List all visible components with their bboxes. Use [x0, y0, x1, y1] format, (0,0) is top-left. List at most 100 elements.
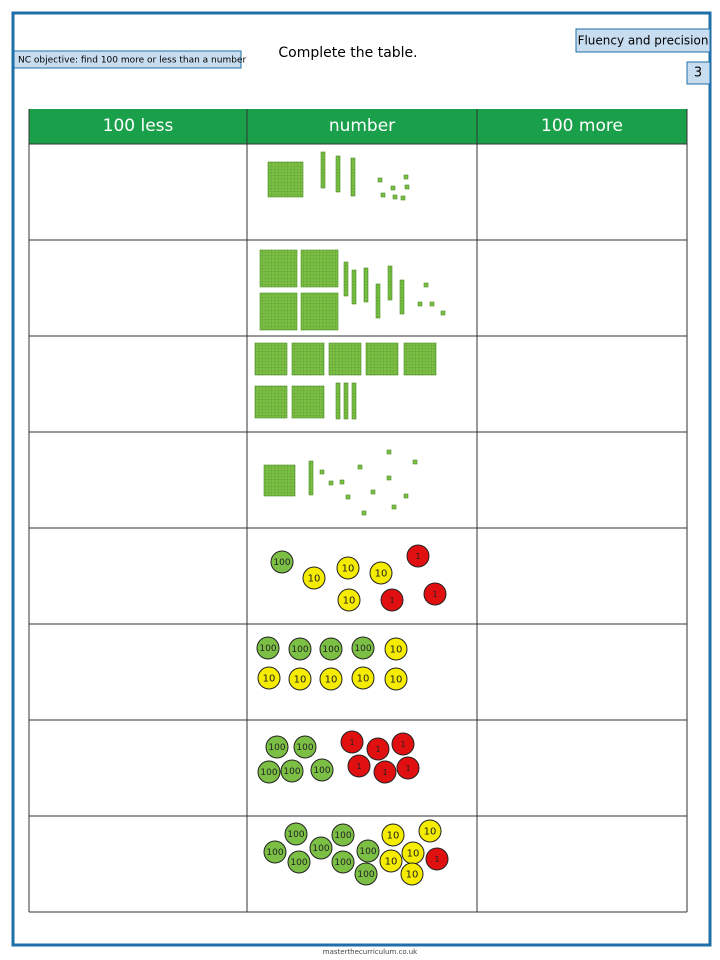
counter-label: 100	[357, 870, 374, 880]
counter-label: 100	[290, 858, 307, 868]
table-header	[29, 109, 687, 144]
counter: 10	[351, 666, 375, 690]
counter-label: 1	[349, 738, 354, 747]
ten-rod	[375, 283, 381, 319]
counter-label: 100	[266, 848, 283, 858]
counter: 10	[319, 667, 343, 691]
counter-disc	[373, 760, 397, 784]
counter: 10	[379, 849, 403, 873]
counter-label: 100	[283, 767, 300, 777]
counter: 10	[337, 588, 361, 612]
counter-disc	[265, 735, 289, 759]
counter-label: 100	[334, 831, 351, 841]
counter-label: 100	[268, 743, 285, 753]
counter-label: 100	[273, 558, 290, 568]
counter-label: 10	[325, 675, 338, 686]
one-cube	[386, 449, 392, 455]
counter-disc	[423, 582, 447, 606]
ten-rod	[363, 267, 369, 303]
hundred-block	[300, 249, 339, 288]
counter: 10	[400, 862, 424, 886]
hundred-block	[291, 385, 325, 419]
one-cube	[429, 301, 435, 307]
counter-label: 100	[312, 844, 329, 854]
counter: 10	[288, 667, 312, 691]
counter-label: 10	[406, 870, 419, 881]
counter: 100	[256, 636, 280, 660]
counter: 100	[331, 850, 355, 874]
counter-disc	[384, 667, 408, 691]
column-header: 100 less	[103, 116, 174, 136]
counter-label: 1	[375, 745, 380, 754]
counter-label: 10	[424, 827, 437, 838]
counter: 1	[391, 732, 415, 756]
ten-rod	[387, 265, 393, 301]
counter-label: 10	[357, 674, 370, 685]
counter: 10	[384, 667, 408, 691]
counter-disc	[319, 637, 343, 661]
counter-label: 100	[296, 743, 313, 753]
counter: 1	[373, 760, 397, 784]
counter: 100	[287, 850, 311, 874]
counter-disc	[256, 636, 280, 660]
counter: 100	[351, 636, 375, 660]
counter: 1	[396, 756, 420, 780]
category-box	[575, 28, 711, 53]
counter: 10	[381, 823, 405, 847]
page-number-box	[686, 61, 711, 85]
hundred-block	[254, 342, 288, 376]
counter: 100	[288, 637, 312, 661]
hundred-block	[267, 161, 304, 198]
counter-disc	[288, 637, 312, 661]
counter-label: 100	[313, 766, 330, 776]
counter: 10	[369, 561, 393, 585]
counter-disc	[396, 756, 420, 780]
counter-label: 1	[434, 855, 439, 864]
counter-disc	[340, 730, 364, 754]
counter-disc	[379, 849, 403, 873]
one-cube	[328, 480, 334, 486]
one-cube	[417, 301, 423, 307]
counter: 100	[310, 758, 334, 782]
ten-rod	[335, 155, 341, 193]
ten-rod	[350, 157, 356, 197]
counter-label: 100	[259, 644, 276, 654]
counter: 100	[257, 760, 281, 784]
counter-disc	[288, 667, 312, 691]
ten-rod	[320, 151, 326, 189]
counter: 10	[384, 637, 408, 661]
counter: 100	[284, 822, 308, 846]
hundred-block	[403, 342, 437, 376]
page-border	[11, 11, 712, 947]
one-cube	[403, 174, 409, 180]
one-cube	[412, 459, 418, 465]
counter: 10	[302, 566, 326, 590]
counter-disc	[270, 550, 294, 574]
counter: 100	[263, 840, 287, 864]
counter: 100	[270, 550, 294, 574]
hundred-block	[300, 292, 339, 331]
counter-disc	[287, 850, 311, 874]
hundred-block	[259, 249, 298, 288]
ten-rod	[335, 382, 341, 420]
one-cube	[386, 475, 392, 481]
counter-disc	[384, 637, 408, 661]
counter-label: 1	[400, 740, 405, 749]
ten-rod	[308, 460, 314, 496]
counter: 100	[319, 637, 343, 661]
one-cube	[390, 185, 396, 191]
one-cube	[400, 195, 406, 201]
counter-label: 100	[334, 858, 351, 868]
one-cube	[319, 469, 325, 475]
page-number: 3	[694, 66, 702, 81]
hundred-block	[365, 342, 399, 376]
counter-disc	[351, 666, 375, 690]
counter: 100	[356, 839, 380, 863]
one-cube	[404, 184, 410, 190]
one-cube	[370, 489, 376, 495]
one-cube	[391, 504, 397, 510]
counter-disc	[380, 588, 404, 612]
ten-rod	[351, 382, 357, 420]
counter: 100	[280, 759, 304, 783]
